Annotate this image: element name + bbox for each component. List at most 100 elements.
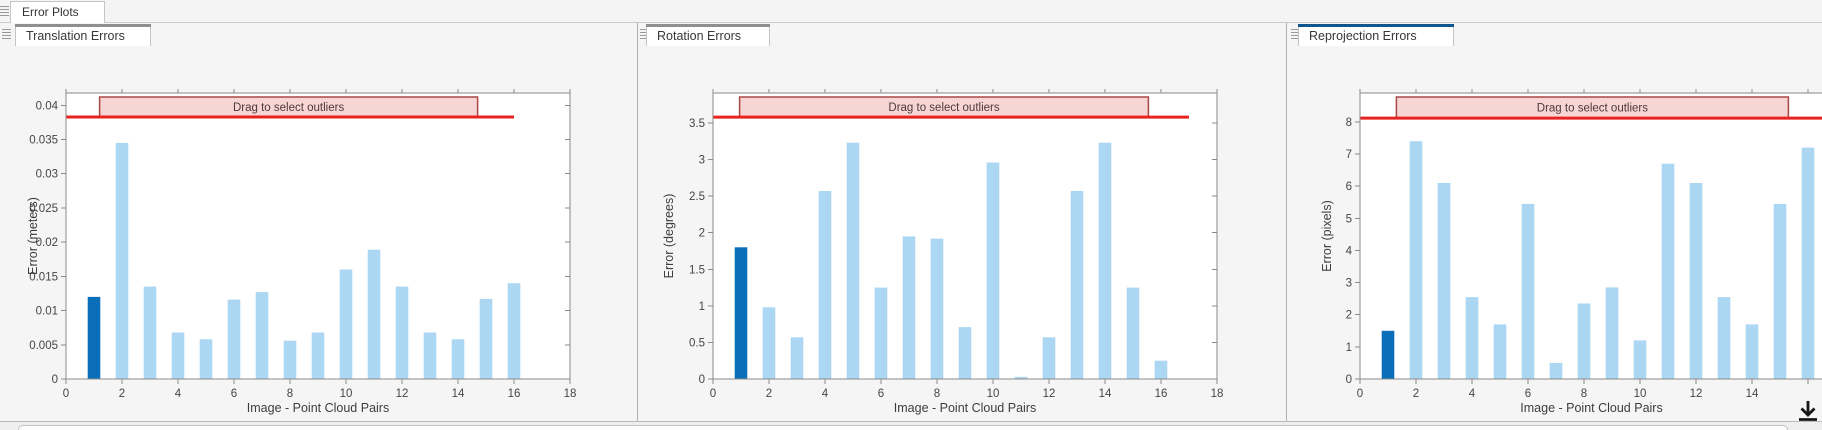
error-bar[interactable] (762, 307, 776, 379)
y-tick-label: 5 (1346, 213, 1352, 225)
error-bar[interactable] (1493, 324, 1507, 379)
translation-errors-figure: Drag to select outliers 0 2 4 6 8 10 12 14 16 18 0 0… (0, 46, 637, 421)
panel-grip-icon[interactable] (640, 27, 649, 41)
x-axis-label: Image - Point Cloud Pairs (894, 401, 1036, 415)
error-bar[interactable] (734, 247, 748, 379)
x-tick-label: 6 (231, 388, 237, 400)
tab-translation-errors[interactable]: Translation Errors (15, 24, 151, 46)
tab-reprojection-errors-label: Reprojection Errors (1309, 29, 1417, 43)
error-bar[interactable] (790, 337, 804, 379)
error-bar[interactable] (1042, 337, 1056, 379)
x-tick-label: 18 (564, 388, 577, 400)
y-tick-label: 0.01 (36, 306, 58, 318)
error-bar[interactable] (1605, 287, 1619, 379)
error-bar[interactable] (87, 296, 101, 379)
error-bar[interactable] (1633, 340, 1647, 379)
error-bar[interactable] (902, 236, 916, 379)
error-bar[interactable] (958, 327, 972, 379)
error-bar[interactable] (1409, 141, 1423, 379)
error-bar[interactable] (171, 332, 185, 380)
y-tick-label: 6 (1346, 181, 1352, 193)
x-tick-label: 14 (1099, 388, 1112, 400)
y-axis-label: Error (pixels) (1320, 200, 1334, 272)
x-tick-label: 12 (396, 388, 409, 400)
panel-grip-icon[interactable] (2, 27, 11, 41)
tab-reprojection-errors[interactable]: Reprojection Errors (1298, 24, 1454, 46)
error-bar[interactable] (1014, 376, 1028, 379)
error-bar[interactable] (367, 249, 381, 379)
error-bar[interactable] (930, 238, 944, 379)
error-bar[interactable] (1098, 142, 1112, 379)
error-bar[interactable] (479, 298, 493, 379)
error-bar[interactable] (1801, 147, 1815, 379)
tab-rotation-errors[interactable]: Rotation Errors (646, 24, 770, 46)
error-bar[interactable] (451, 339, 465, 379)
error-bar[interactable] (255, 292, 269, 379)
error-bar[interactable] (1437, 183, 1451, 379)
x-tick-label: 10 (987, 388, 1000, 400)
error-bar[interactable] (1773, 203, 1787, 379)
y-tick-label: 0.02 (36, 237, 58, 249)
y-tick-label: 3 (699, 155, 705, 167)
translation-errors-chart[interactable]: Drag to select outliers 0 2 4 6 8 10 12 14 16 18 0 0… (0, 46, 637, 421)
error-bar[interactable] (1689, 183, 1703, 379)
x-axis-label: Image - Point Cloud Pairs (247, 401, 389, 415)
x-tick-label: 12 (1043, 388, 1056, 400)
collapsed-panel-edge[interactable] (18, 425, 1788, 430)
error-bar[interactable] (986, 162, 1000, 380)
x-tick-label: 16 (1155, 388, 1168, 400)
error-bar[interactable] (339, 269, 353, 380)
error-bar[interactable] (1745, 324, 1759, 379)
y-tick-label: 7 (1346, 149, 1352, 161)
rotation-errors-figure: Drag to select outliers 0 2 4 6 8 10 12 14 16 18 0 0… (638, 46, 1286, 421)
tab-error-plots-label: Error Plots (22, 5, 79, 19)
x-tick-label: 2 (119, 388, 125, 400)
tab-error-plots[interactable]: Error Plots (10, 1, 105, 23)
error-bar[interactable] (1577, 303, 1591, 380)
error-bar[interactable] (283, 340, 297, 379)
panel-reprojection-errors: Reprojection Errors Drag to select outli… (1286, 23, 1822, 421)
error-bar[interactable] (199, 339, 213, 379)
error-bar[interactable] (1717, 297, 1731, 379)
panels-row: Translation Errors Drag to select outlie… (0, 23, 1822, 421)
dock-grip-icon[interactable] (0, 4, 9, 18)
y-tick-label: 0.04 (36, 100, 59, 112)
error-bar[interactable] (423, 332, 437, 380)
panel-tabrow: Reprojection Errors (1287, 23, 1822, 46)
error-bar[interactable] (1126, 287, 1140, 379)
x-tick-label: 4 (822, 388, 829, 400)
tab-translation-errors-label: Translation Errors (26, 29, 125, 43)
error-bar[interactable] (1070, 191, 1084, 379)
error-bar[interactable] (395, 286, 409, 379)
error-bar[interactable] (311, 332, 325, 380)
tab-rotation-errors-label: Rotation Errors (657, 29, 742, 43)
error-bar[interactable] (846, 142, 860, 379)
x-tick-label: 2 (1413, 388, 1419, 400)
plot-area[interactable] (1360, 93, 1822, 379)
y-tick-label: 0.015 (29, 271, 58, 283)
y-tick-label: 8 (1346, 117, 1352, 129)
error-bar[interactable] (874, 287, 888, 379)
panel-tabrow: Rotation Errors (638, 23, 1286, 46)
error-bar[interactable] (1381, 330, 1395, 379)
x-tick-label: 0 (710, 388, 716, 400)
panel-grip-icon[interactable] (1291, 27, 1300, 41)
reprojection-errors-figure: Drag to select outliers 0 2 4 6 8 10 12 14 0 1 2 3 4 5… (1287, 46, 1822, 421)
error-bar[interactable] (1661, 163, 1675, 379)
error-bar[interactable] (227, 299, 241, 379)
error-bar[interactable] (115, 142, 129, 379)
x-tick-label: 10 (1634, 388, 1647, 400)
error-bar[interactable] (818, 191, 832, 379)
error-bar[interactable] (143, 286, 157, 379)
export-download-icon[interactable] (1796, 398, 1822, 426)
error-bar[interactable] (1549, 362, 1563, 379)
error-bar[interactable] (1521, 203, 1535, 379)
error-bar[interactable] (1154, 360, 1168, 379)
x-tick-label: 8 (1581, 388, 1587, 400)
error-bar[interactable] (507, 283, 521, 379)
y-axis-label: Error (degrees) (662, 194, 676, 279)
y-tick-label: 0.025 (29, 203, 58, 215)
error-bar[interactable] (1465, 297, 1479, 379)
